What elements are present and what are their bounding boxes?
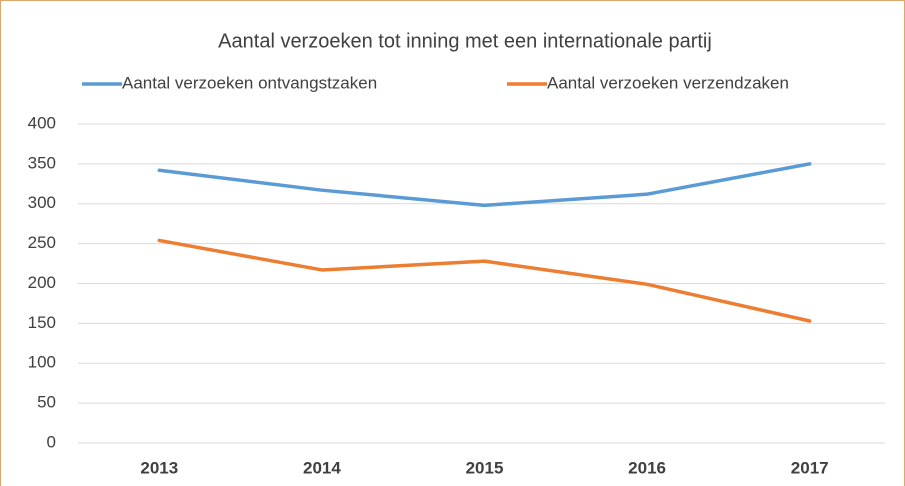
y-tick-label: 400 — [28, 113, 56, 132]
chart-title: Aantal verzoeken tot inning met een inte… — [218, 30, 712, 52]
legend-label: Aantal verzoeken ontvangstzaken — [122, 73, 377, 92]
y-tick-label: 250 — [28, 233, 56, 252]
legend-label: Aantal verzoeken verzendzaken — [547, 73, 789, 92]
x-tick-label: 2017 — [791, 458, 829, 477]
y-tick-label: 150 — [28, 313, 56, 332]
y-tick-label: 0 — [47, 432, 56, 451]
series-line — [157, 162, 812, 208]
y-tick-label: 50 — [37, 393, 56, 412]
x-tick-label: 2014 — [303, 458, 341, 477]
x-tick-label: 2016 — [628, 458, 666, 477]
y-tick-label: 200 — [28, 273, 56, 292]
series-line — [157, 238, 812, 323]
x-tick-label: 2015 — [466, 458, 504, 477]
y-tick-label: 350 — [28, 153, 56, 172]
y-tick-label: 300 — [28, 193, 56, 212]
y-tick-label: 100 — [28, 353, 56, 372]
x-tick-label: 2013 — [140, 458, 178, 477]
